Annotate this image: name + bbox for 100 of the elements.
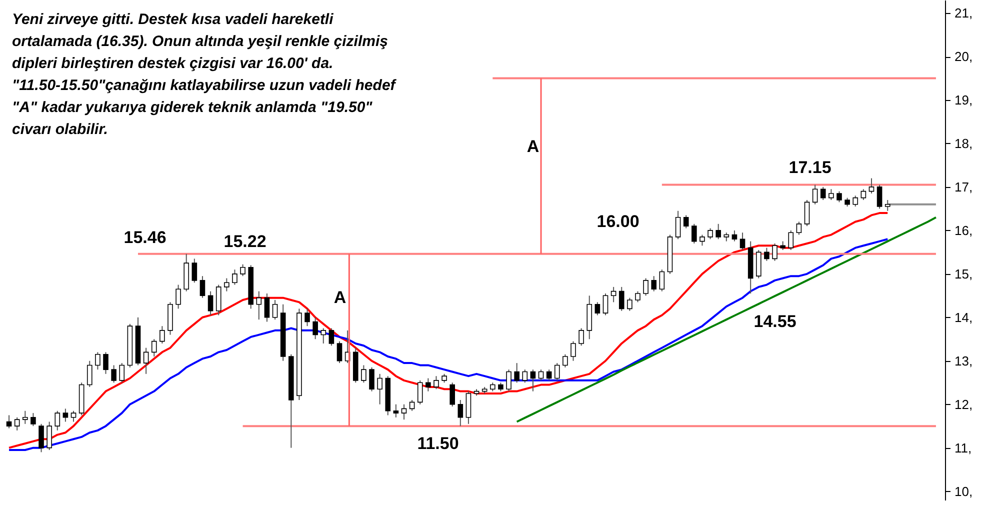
y-tick-label: 15, (954, 266, 973, 282)
candlestick (103, 352, 108, 374)
candlestick (562, 354, 568, 368)
y-tick-label: 11, (954, 440, 972, 456)
candlestick (458, 400, 464, 427)
annotation: A (334, 288, 346, 307)
candlestick (828, 188, 834, 200)
candlestick (708, 228, 713, 240)
y-tick-label: 16, (954, 222, 973, 238)
candlestick (659, 269, 665, 292)
candlestick (683, 214, 689, 229)
y-tick-label: 18, (954, 136, 973, 151)
annotation: Yeni zirveye gitti. Destek kısa vadeli hareketli ortalamada (16.35). Onun altında yeşil renkle çizilmiş dipleri birleştiren destek çizgisi var 16.00' da. "11.50-15.50"çanağını katlayabilirse uzun vadeli hedef "A" kadar yukarıya giderek teknik anlamda "19.50" civarı olabilir. (12, 11, 398, 138)
candlestick (377, 373, 382, 405)
candlestick (578, 328, 584, 346)
candlestick (304, 308, 310, 327)
annotation: 14.55 (754, 312, 796, 331)
y-tick-label: 21, (954, 6, 973, 21)
candlestick (610, 286, 616, 303)
candlestick (836, 190, 842, 203)
candlestick (820, 186, 826, 200)
candlestick (200, 276, 206, 298)
y-tick-label: 14, (954, 310, 973, 325)
candlestick (119, 362, 125, 384)
candlestick (369, 366, 374, 392)
candlestick (240, 264, 246, 277)
candlestick (514, 362, 520, 384)
candlestick (30, 412, 36, 427)
candlestick (232, 269, 238, 286)
candlestick (264, 292, 270, 322)
candlestick (570, 340, 576, 362)
candlestick (635, 290, 640, 303)
candlestick (401, 404, 407, 420)
candlestick (594, 302, 600, 316)
candlestick (796, 221, 802, 236)
candlestick (852, 195, 858, 208)
candlestick (426, 378, 431, 392)
candlestick (216, 284, 222, 316)
y-tick-label: 12, (954, 396, 973, 412)
candlestick (111, 364, 116, 384)
candlestick (38, 423, 44, 453)
candlestick (192, 258, 198, 284)
candlestick (788, 230, 794, 250)
annotation: A (526, 137, 540, 156)
candlestick (256, 290, 262, 320)
candlestick (740, 232, 746, 250)
candlestick (732, 230, 738, 242)
annotation: 16.00 (596, 212, 640, 231)
candlestick (643, 278, 648, 296)
candlestick (336, 340, 342, 364)
candlestick (409, 400, 415, 412)
candlestick (546, 369, 552, 381)
candlestick (14, 416, 20, 431)
candlestick (860, 188, 866, 200)
candlestick (554, 362, 560, 381)
candlestick (651, 276, 657, 292)
candlestick (6, 414, 12, 429)
candlestick (143, 347, 149, 374)
candlestick (506, 369, 512, 392)
candlestick (618, 286, 624, 312)
candlestick (530, 369, 536, 392)
candlestick (224, 278, 230, 292)
candlestick (884, 200, 890, 212)
candlestick (208, 290, 214, 316)
candlestick (320, 328, 326, 344)
annotation: 15.46 (124, 228, 166, 247)
candlestick (627, 297, 632, 312)
candlestick (450, 382, 455, 408)
candlestick (62, 408, 68, 422)
candlestick (675, 210, 681, 240)
candlestick (434, 376, 439, 390)
candlestick (160, 326, 165, 344)
candlestick (328, 328, 334, 346)
candlestick (876, 184, 882, 210)
y-tick-label: 13, (954, 353, 973, 368)
annotation: 17.15 (788, 158, 832, 177)
candlestick (361, 364, 366, 384)
candlestick (272, 300, 278, 320)
candlestick (86, 360, 92, 388)
candlestick (700, 234, 705, 246)
candlestick (46, 421, 52, 450)
candlestick (176, 284, 181, 310)
candlestick (393, 404, 399, 418)
candlestick (812, 184, 818, 205)
candlestick (70, 410, 76, 422)
candlestick (716, 223, 721, 240)
y-tick-label: 10, (954, 484, 973, 499)
candlestick (692, 223, 697, 244)
candlestick (22, 410, 28, 424)
candlestick (151, 338, 157, 358)
line-series (516, 216, 937, 423)
annotation: 11.50 (417, 434, 459, 453)
candlestick (602, 292, 608, 316)
candlestick (417, 380, 423, 405)
candlestick (466, 390, 472, 424)
y-tick-label: 17, (954, 179, 973, 194)
candlestick (764, 247, 770, 262)
candlestick (772, 242, 778, 262)
candlestick (54, 410, 60, 431)
candlestick (868, 178, 874, 194)
